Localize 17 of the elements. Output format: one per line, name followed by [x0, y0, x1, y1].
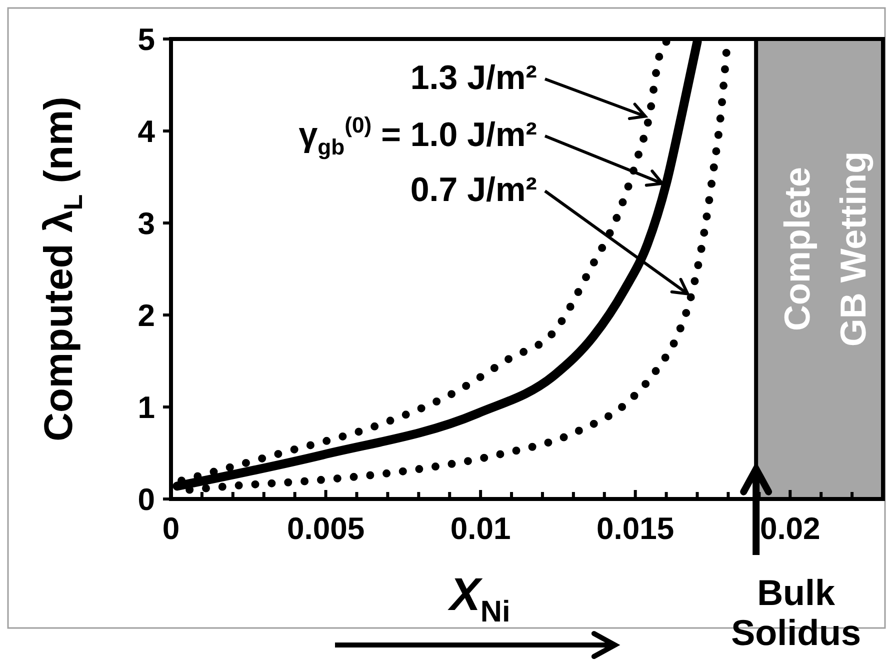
y-tick-label: 1	[138, 390, 155, 425]
y-tick-label: 4	[138, 114, 156, 149]
y-tick-label: 5	[138, 22, 155, 57]
x-tick-label: 0	[162, 511, 180, 546]
x-tick-label: 0.02	[760, 511, 820, 546]
annotation: Bulk Solidus	[731, 572, 862, 653]
x-tick-label: 0.015	[596, 511, 674, 546]
x-tick-label: 0.01	[450, 511, 511, 546]
x-axis-title: X$_{Ni}$	[446, 568, 510, 628]
y-tick-label: 2	[138, 298, 155, 333]
band-label: Complete GB Wetting	[776, 151, 874, 347]
annotation: γ$_{gb}$$^{(0)}$ = 1.0 J/m²	[298, 112, 537, 160]
y-tick-label: 3	[138, 206, 155, 241]
y-tick-label: 0	[138, 482, 155, 517]
annotation: 0.7 J/m²	[410, 171, 537, 209]
annotation: 1.3 J/m²	[410, 59, 537, 97]
x-tick-label: 0.005	[286, 511, 365, 546]
